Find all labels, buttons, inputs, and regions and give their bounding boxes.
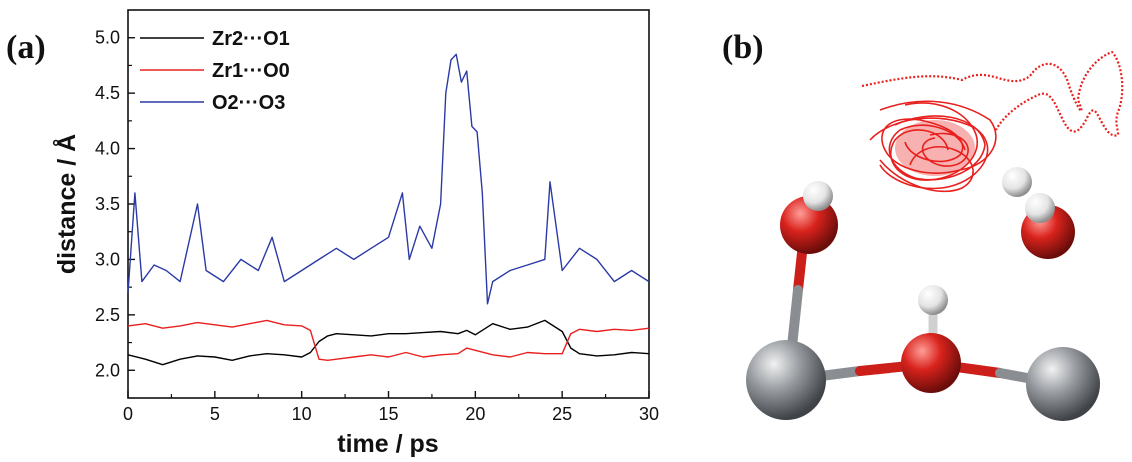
zirconium-atom-left [746, 340, 826, 420]
y-tick-label: 2.0 [95, 360, 120, 380]
y-tick-label: 3.0 [95, 249, 120, 269]
line-chart: 0 5 10 15 20 25 30 2.0 2.5 3.0 3.5 4.0 4.5 5.0 time /… [52, 9, 659, 458]
legend: Zr2···O1 Zr1···O0 O2···O3 [140, 28, 290, 114]
x-tick-label: 0 [123, 404, 133, 424]
hydrogen-atom-right-1 [1002, 167, 1032, 197]
trajectory-cluster [869, 100, 997, 193]
legend-label-o2-o3: O2···O3 [212, 92, 285, 114]
hydrogen-atom-upper [803, 181, 833, 211]
panel-b-label: (b) [722, 29, 764, 66]
series-layer [127, 53, 650, 366]
zirconium-atom-right [1026, 347, 1100, 421]
x-tick-label: 25 [552, 404, 572, 424]
series-line-0 [127, 319, 650, 366]
oxygen-atom-center [901, 333, 961, 393]
x-tick-label: 10 [292, 404, 312, 424]
x-tick-label: 15 [378, 404, 398, 424]
hydrogen-atom-right-2 [1025, 193, 1055, 223]
y-tick-label: 5.0 [95, 28, 120, 48]
y-tick-label: 3.5 [95, 194, 120, 214]
x-tick-label: 5 [210, 404, 220, 424]
series-line-2 [127, 53, 650, 305]
trajectory-core [895, 120, 975, 176]
panel-a-label: (a) [6, 29, 46, 66]
plot-frame [127, 9, 650, 399]
oxygen-trajectory [861, 50, 1124, 137]
series-line-1 [127, 319, 650, 361]
oxygen-atom-upper [780, 196, 838, 254]
molecular-structure-image [746, 50, 1124, 421]
legend-label-zr2-o1: Zr2···O1 [212, 28, 290, 50]
y-tick-label: 4.0 [95, 139, 120, 159]
legend-label-zr1-o0: Zr1···O0 [212, 60, 290, 82]
x-axis-title: time / ps [337, 430, 438, 458]
y-axis-title: distance / Å [52, 134, 81, 274]
hydrogen-atom-center [918, 285, 948, 315]
y-tick-label: 4.5 [95, 83, 120, 103]
y-tick-label: 2.5 [95, 305, 120, 325]
x-tick-label: 20 [465, 404, 485, 424]
x-tick-label: 30 [639, 404, 659, 424]
axis-ticks: 0 5 10 15 20 25 30 2.0 2.5 3.0 3.5 4.0 4.5 5.0 [95, 28, 659, 424]
